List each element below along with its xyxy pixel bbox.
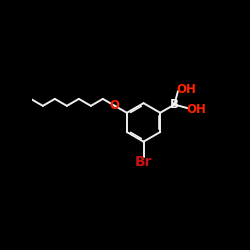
Text: OH: OH <box>176 83 196 96</box>
Text: B: B <box>170 98 179 111</box>
Text: O: O <box>110 99 120 112</box>
Text: OH: OH <box>186 103 206 116</box>
Text: Br: Br <box>135 155 152 169</box>
